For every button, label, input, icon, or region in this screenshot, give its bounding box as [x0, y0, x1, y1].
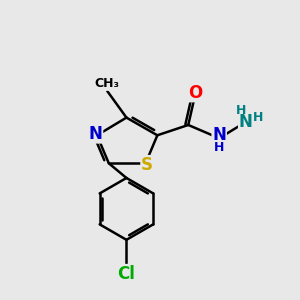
Text: H: H	[214, 141, 224, 154]
Text: CH₃: CH₃	[95, 77, 120, 90]
Text: Cl: Cl	[118, 265, 135, 283]
Text: N: N	[88, 125, 103, 143]
Text: N: N	[239, 113, 253, 131]
Text: H: H	[236, 104, 247, 117]
Text: O: O	[188, 84, 203, 102]
Text: N: N	[212, 126, 226, 144]
Text: H: H	[253, 111, 263, 124]
Text: S: S	[141, 156, 153, 174]
